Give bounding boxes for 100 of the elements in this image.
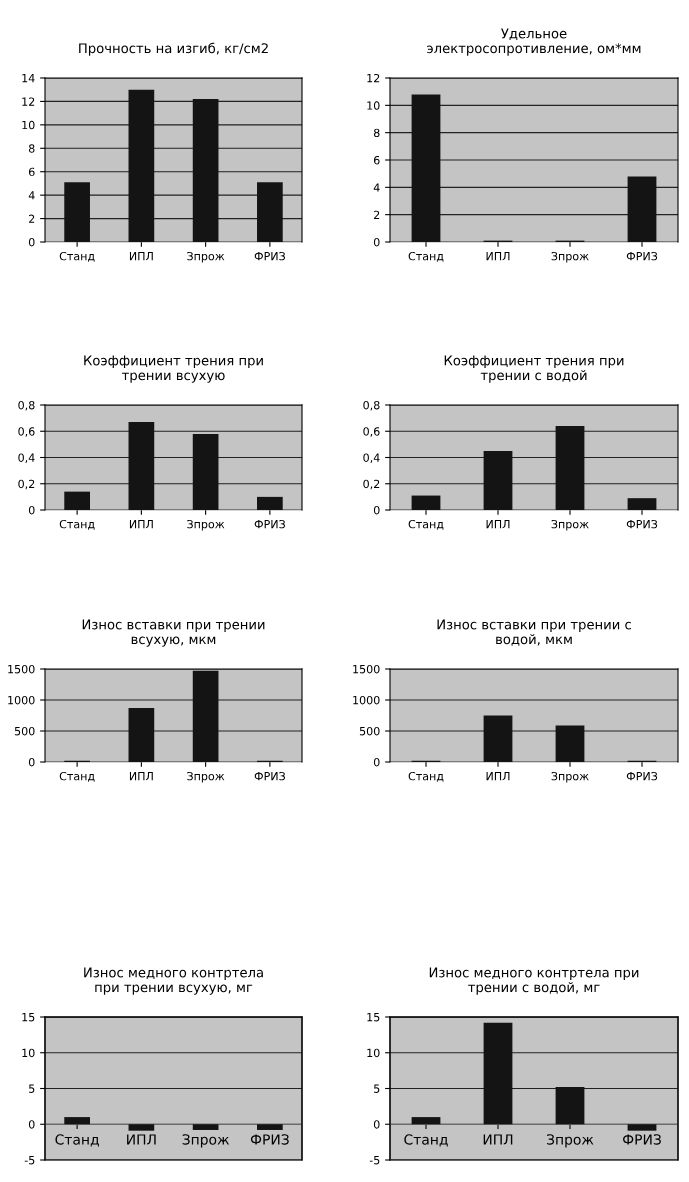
y-tick-label: 6 [28, 167, 35, 177]
x-tick-label: ИПЛ [129, 772, 153, 781]
x-tick-label: ИПЛ [486, 772, 510, 781]
x-tick-label: Зпрож [551, 519, 589, 531]
y-tick-label: 0,4 [18, 453, 35, 464]
y-tick-label: 500 [14, 726, 35, 736]
bar [411, 1117, 441, 1125]
y-tick-label: 15 [367, 1013, 380, 1022]
bar [64, 182, 90, 242]
y-tick-label: 1000 [8, 695, 35, 705]
y-tick-label: 0,8 [363, 400, 380, 411]
bar [64, 491, 90, 510]
bar [192, 99, 219, 242]
y-tick-label: 0,4 [363, 453, 380, 464]
y-tick-label: 0 [28, 505, 35, 515]
y-tick-label: 0 [373, 505, 380, 515]
y-tick-label: 2 [29, 214, 35, 223]
x-tick-label: ИПЛ [129, 520, 153, 529]
y-tick-label: 2 [374, 210, 380, 219]
x-tick-label: Зпрож [551, 771, 589, 783]
x-tick-label: ФРИЗ [254, 251, 285, 261]
x-tick-label: Станд [59, 771, 95, 782]
x-tick-label: ФРИЗ [626, 771, 658, 781]
chart-title: Коэффициент трения при трении с водой [444, 355, 624, 383]
x-tick-label: ФРИЗ [626, 519, 658, 529]
bar [128, 708, 155, 762]
x-tick-label: Станд [59, 251, 95, 262]
y-tick-label: 10 [367, 101, 380, 110]
y-tick-label: 0,6 [18, 427, 35, 437]
bar [627, 498, 657, 510]
x-tick-label: Станд [55, 1134, 99, 1147]
bar [128, 89, 155, 242]
y-tick-label: 0,2 [18, 479, 35, 490]
x-tick-label: Зпрож [182, 1134, 230, 1148]
y-tick-label: 4 [373, 183, 380, 192]
bar [257, 182, 283, 242]
bar [192, 670, 219, 762]
y-tick-label: 500 [359, 726, 380, 736]
x-tick-label: Станд [408, 251, 444, 262]
x-tick-label: ФРИЗ [254, 519, 285, 529]
y-tick-label: -5 [24, 1156, 35, 1165]
x-tick-label: ФРИЗ [250, 1134, 289, 1145]
y-tick-label: 8 [28, 144, 35, 153]
x-tick-label: Станд [404, 1134, 448, 1147]
y-tick-label: 10 [367, 1048, 380, 1058]
y-tick-label: 1000 [353, 695, 380, 705]
y-tick-label: 10 [22, 120, 35, 130]
y-tick-label: 12 [22, 97, 35, 106]
y-tick-label: 0,8 [18, 400, 35, 411]
chart-title: Износ вставки при трении всухую, мкм [82, 619, 265, 647]
bar [483, 1022, 513, 1125]
y-tick-label: 0 [28, 757, 35, 767]
y-tick-label: -5 [369, 1156, 380, 1165]
x-tick-label: ИПЛ [486, 252, 510, 261]
bar [192, 433, 219, 510]
y-tick-label: 1500 [8, 664, 35, 674]
y-tick-label: 1500 [353, 664, 380, 674]
x-tick-label: ФРИЗ [626, 251, 658, 261]
bar [555, 725, 585, 762]
x-tick-label: Станд [408, 771, 444, 782]
bar [128, 422, 155, 510]
x-tick-label: ИПЛ [127, 1134, 156, 1145]
y-tick-label: 12 [367, 73, 380, 83]
chart-title: Прочность на изгиб, кг/см2 [79, 42, 268, 56]
y-tick-label: 0 [28, 237, 35, 247]
y-tick-label: 8 [373, 128, 380, 138]
x-tick-label: ФРИЗ [254, 771, 285, 781]
bar [627, 1124, 657, 1131]
x-tick-label: Зпрож [547, 1134, 594, 1148]
bar [627, 176, 657, 242]
x-tick-label: Зпрож [187, 771, 225, 783]
bar [257, 496, 283, 510]
chart-title: Удельное электросопротивление, ом*мм [427, 28, 641, 56]
chart-title: Износ медного контртела при трении всухую, мг [84, 967, 263, 995]
y-tick-label: 0,2 [363, 479, 380, 490]
bar [555, 426, 585, 510]
x-tick-label: ИПЛ [486, 520, 510, 529]
x-tick-label: Зпрож [187, 251, 225, 263]
x-tick-label: ФРИЗ [623, 1134, 661, 1145]
x-tick-label: Станд [408, 519, 444, 530]
y-tick-label: 6 [373, 155, 380, 165]
y-tick-label: 0,6 [363, 427, 380, 437]
x-tick-label: Станд [59, 519, 95, 530]
bar [555, 1087, 585, 1125]
y-tick-label: 10 [22, 1048, 35, 1058]
chart-title: Износ вставки при трении с водой, мкм [437, 619, 631, 646]
x-tick-label: ИПЛ [129, 252, 153, 261]
bar [483, 450, 513, 510]
bar [411, 495, 441, 510]
y-tick-label: 15 [22, 1013, 35, 1022]
y-tick-label: 0 [373, 757, 380, 767]
bar [483, 715, 513, 762]
y-tick-label: 4 [28, 191, 35, 200]
y-tick-label: 5 [374, 1084, 380, 1093]
chart-title: Износ медного контртела при трении с водой, мг [429, 967, 639, 995]
y-tick-label: 5 [29, 1084, 35, 1093]
x-tick-label: ИПЛ [483, 1134, 513, 1145]
y-tick-label: 0 [373, 1120, 380, 1129]
y-tick-label: 0 [373, 237, 380, 247]
y-tick-label: 0 [28, 1120, 35, 1129]
